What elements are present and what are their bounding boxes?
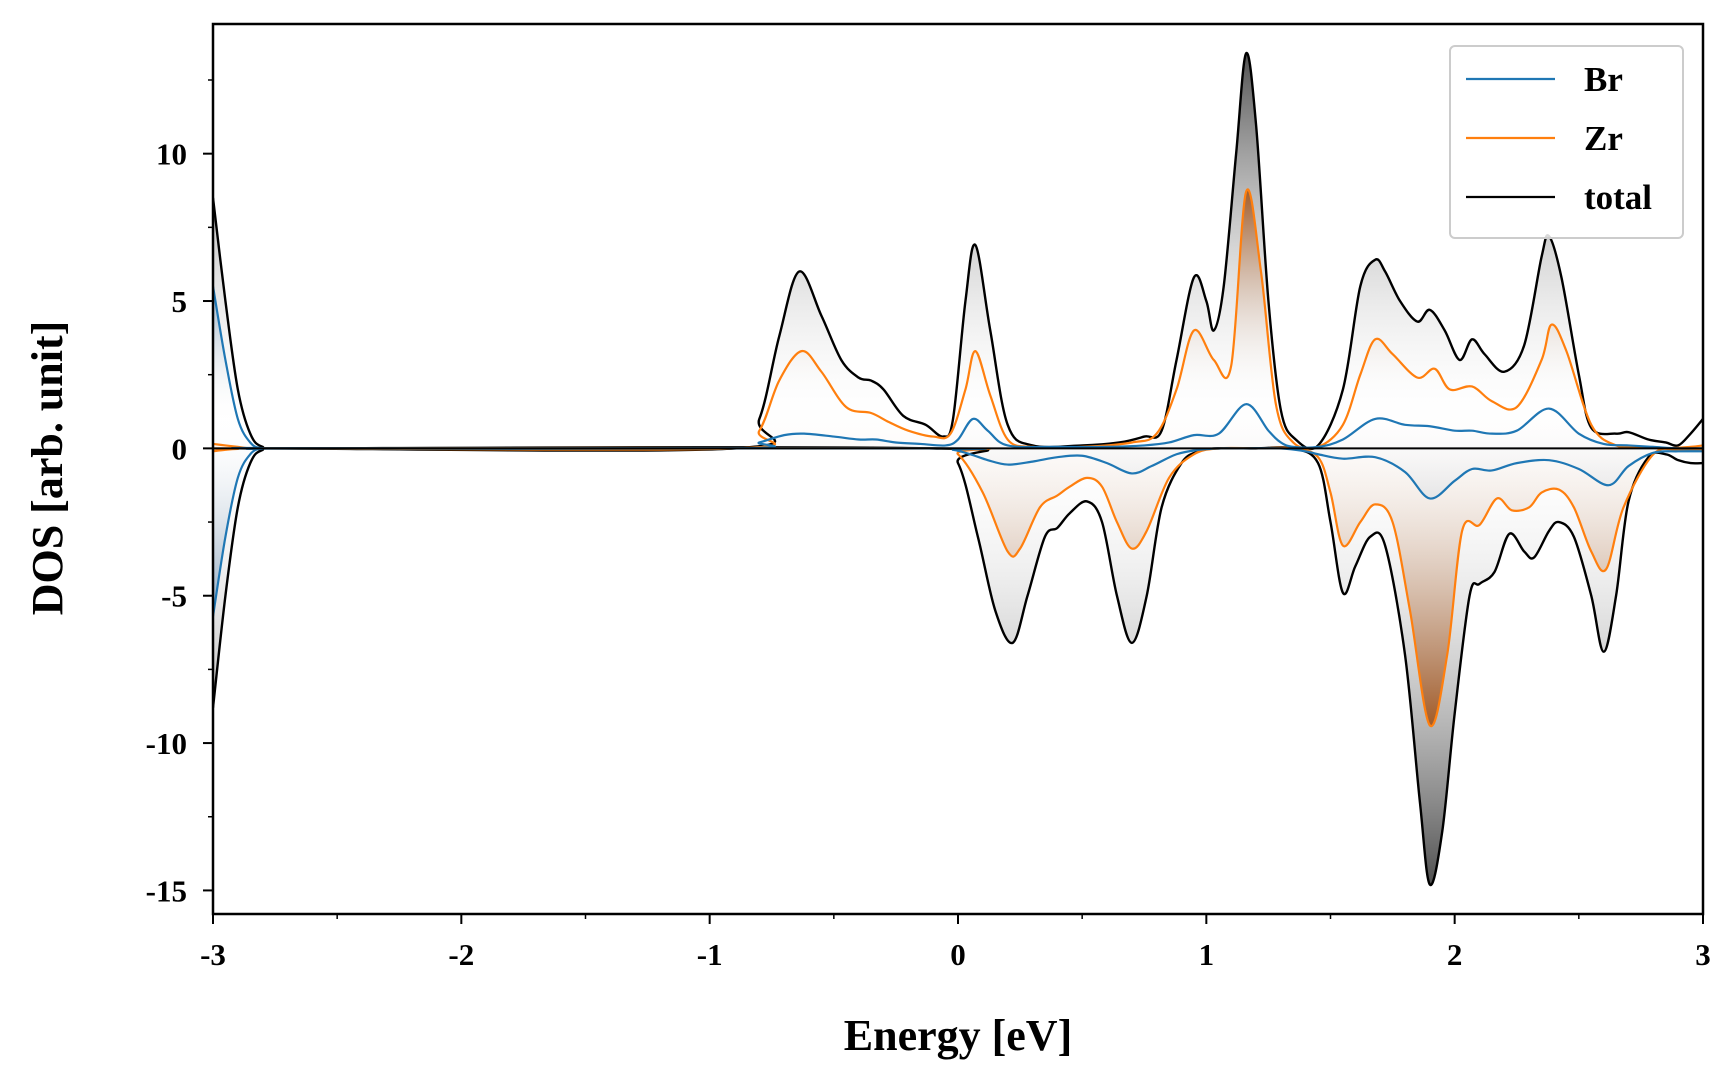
y-tick-label: 5 [172,284,188,319]
x-axis-label: Energy [eV] [844,1011,1073,1060]
y-axis-label: DOS [arb. unit] [23,321,72,616]
legend-label-zr: Zr [1584,119,1623,158]
x-tick-label: -3 [200,937,226,972]
x-tick-label: 3 [1695,937,1711,972]
total-down-fill [213,447,1703,886]
zr-up-line [213,188,1703,451]
br-up-fill [213,286,1703,449]
x-tick-label: -1 [697,937,723,972]
y-tick-label: -15 [146,873,187,908]
total-down-line [213,446,1703,887]
zr-down-fill [213,447,1703,727]
legend-label-total: total [1584,178,1652,217]
x-tick-label: 0 [950,937,966,972]
y-tick-label: -10 [146,726,187,761]
legend-label-br: Br [1584,60,1623,99]
legend: Br Zr total [1449,45,1684,239]
y-tick-label: 0 [172,431,188,466]
x-tick-label: 2 [1447,937,1463,972]
y-tick-label: -5 [161,579,187,614]
x-tick-label: 1 [1199,937,1215,972]
x-axis-ticks: -3 -2 -1 0 1 2 3 [200,914,1711,972]
y-tick-label: 10 [156,137,187,172]
legend-box [1449,45,1684,239]
total-up-line [213,51,1703,452]
x-tick-label: -2 [448,937,474,972]
y-axis-ticks: -15 -10 -5 0 5 10 [146,79,213,908]
